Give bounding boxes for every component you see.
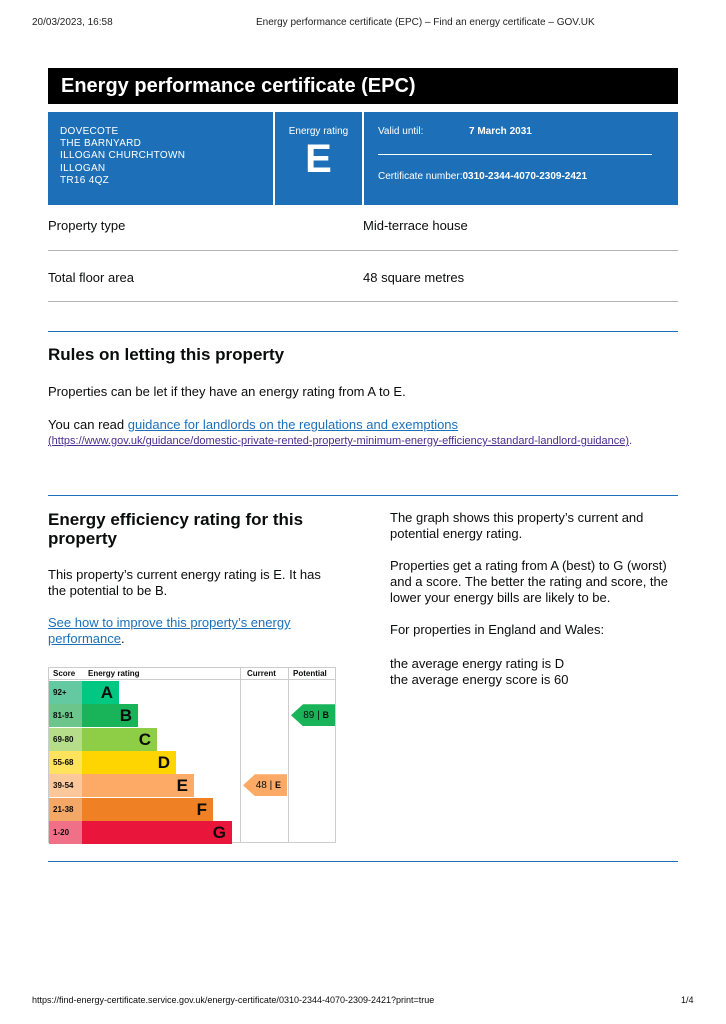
detail-value: Mid-terrace house <box>363 218 468 233</box>
guidance-url[interactable]: (https://www.gov.uk/guidance/domestic-pr… <box>48 435 630 447</box>
rules-text: Properties can be let if they have an en… <box>48 384 406 399</box>
column-divider <box>240 668 241 842</box>
band-bar: D <box>82 750 176 774</box>
section-divider <box>48 495 678 496</box>
address-line: ILLOGAN CHURCHTOWN <box>60 150 186 162</box>
band-score: 69-80 <box>49 727 82 751</box>
print-page-title: Energy performance certificate (EPC) – F… <box>256 17 595 28</box>
text: You can read <box>48 417 128 432</box>
address-line: ILLOGAN <box>60 162 106 174</box>
certificate-info: Valid until: 7 March 2031 Certificate num… <box>364 112 678 205</box>
efficiency-heading: Energy efficiency rating for this proper… <box>48 510 304 548</box>
detail-label: Total floor area <box>48 270 134 285</box>
improve-paragraph: See how to improve this property’s energ… <box>48 615 338 647</box>
band-bar: G <box>82 820 232 844</box>
floor-area-row: Total floor area 48 square metres <box>48 270 678 302</box>
potential-rating-arrow: 89 | B <box>291 704 335 727</box>
region-text: For properties in England and Wales: <box>390 622 605 637</box>
print-url: https://find-energy-certificate.service.… <box>32 995 435 1005</box>
band-score: 55-68 <box>49 750 82 774</box>
address-line: TR16 4QZ <box>60 174 110 186</box>
efficiency-text: This property’s current energy rating is… <box>48 567 321 598</box>
band-score: 92+ <box>49 681 82 704</box>
certificate-number-value: 0310-2344-4070-2309-2421 <box>462 171 588 182</box>
band-bar: B <box>82 704 138 728</box>
energy-rating-value: E <box>305 137 332 181</box>
valid-until-label: Valid until: <box>378 126 424 137</box>
detail-value: 48 square metres <box>363 270 465 285</box>
address-line: DOVECOTE <box>60 126 119 137</box>
average-rating: the average energy rating is D <box>390 656 565 671</box>
graph-explanation: The graph shows this property’s current … <box>390 510 644 541</box>
energy-rating-chart: Score Energy rating Current Potential 92… <box>48 667 336 844</box>
band-score: 21-38 <box>49 797 82 821</box>
text: . <box>120 631 125 646</box>
average-score: the average energy score is 60 <box>390 672 569 687</box>
page-title: Energy performance certificate (EPC) <box>48 68 678 104</box>
section-divider <box>48 331 678 332</box>
rules-guidance: You can read guidance for landlords on t… <box>48 417 648 449</box>
band-bar: C <box>82 727 157 751</box>
band-bar: A <box>82 681 119 704</box>
print-datetime: 20/03/2023, 16:58 <box>32 17 113 28</box>
print-page-number: 1/4 <box>681 995 694 1005</box>
improve-link[interactable]: See how to improve this property’s energ… <box>48 615 291 646</box>
current-rating-arrow: 48 | E <box>243 774 287 797</box>
potential-header: Potential <box>293 669 327 678</box>
landlord-guidance-link[interactable]: guidance for landlords on the regulation… <box>127 417 459 432</box>
certificate-number-label: Certificate number: <box>378 171 463 182</box>
detail-label: Property type <box>48 218 126 233</box>
band-score: 39-54 <box>49 774 82 798</box>
property-type-row: Property type Mid-terrace house <box>48 218 678 251</box>
band-bar: F <box>82 797 213 821</box>
column-divider <box>288 668 289 842</box>
rules-heading: Rules on letting this property <box>48 345 285 364</box>
score-header: Score <box>53 669 76 678</box>
chart-header <box>49 668 335 680</box>
address-line: THE BARNYARD <box>60 138 142 150</box>
rating-header: Energy rating <box>88 669 140 678</box>
energy-rating-label: Energy rating <box>288 126 349 137</box>
valid-until-value: 7 March 2031 <box>469 126 532 137</box>
band-score: 81-91 <box>49 704 82 728</box>
address: DOVECOTE THE BARNYARD ILLOGAN CHURCHTOWN… <box>48 112 273 205</box>
current-header: Current <box>247 669 276 678</box>
text: . <box>629 435 633 447</box>
band-bar: E <box>82 774 194 798</box>
rating-explanation: Properties get a rating from A (best) to… <box>390 558 668 605</box>
band-score: 1-20 <box>49 820 82 844</box>
section-divider <box>48 861 678 862</box>
divider <box>378 154 652 155</box>
energy-rating-box: Energy rating E <box>275 112 362 205</box>
